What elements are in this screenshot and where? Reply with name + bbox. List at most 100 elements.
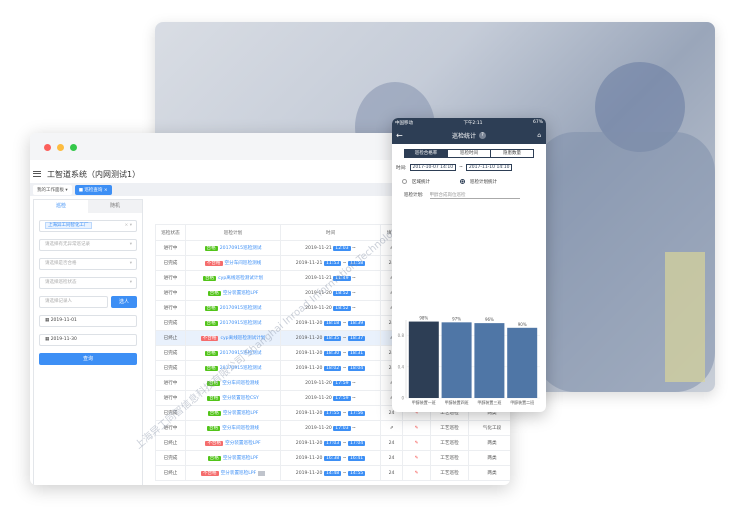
radio-plan-stats[interactable]: 巡检计划统计 (460, 179, 497, 185)
plan-link[interactable]: 空分装置巡检LPF (222, 456, 259, 461)
result-badge: 合格 (207, 396, 221, 401)
tab-random[interactable]: 随机 (88, 200, 142, 213)
result-badge: 不合格 (200, 471, 219, 476)
select-person-button[interactable]: 选人 (111, 296, 137, 308)
table-row[interactable]: 已终止 不合格 空分装置巡检LPF 2019-11-20 17:03 ~ 17:0… (155, 435, 510, 451)
status-select[interactable]: 请选择巡检状态 ▾ (39, 277, 137, 289)
fill-cell[interactable]: 24 (380, 450, 403, 466)
radio-area-stats[interactable]: 区域统计 (402, 179, 430, 185)
bar (474, 323, 505, 398)
plan-link[interactable]: 20170915巡检测试 (219, 351, 262, 356)
start-time: 18:02 (323, 365, 342, 371)
bar (507, 327, 538, 398)
tab-inspection-time[interactable]: 巡检时间 (447, 150, 490, 157)
result-badge: 不合格 (200, 336, 219, 341)
start-time: 17:55 (323, 410, 342, 416)
plan-link[interactable]: cyp离线巡检测试计划 (218, 276, 264, 281)
x-tick-label: 甲醇装置四班 (445, 399, 469, 405)
plan-link[interactable]: 空分车间巡检测线 (224, 261, 262, 266)
time-cell: 2019-11-20 18:02 ~ 18:04 (280, 360, 381, 376)
org-select[interactable]: 上海异工同智化工厂 × ▾ (39, 220, 137, 232)
time-cell: 2019-11-20 14:48 ~ 14:55 (280, 465, 381, 481)
plan-cell: 合格 20170915巡检测试 (185, 360, 281, 376)
menu-icon[interactable] (33, 171, 41, 177)
plan-link[interactable]: 20170915巡检测试 (219, 246, 262, 251)
end-time: 18:04 (347, 365, 366, 371)
close-dot[interactable] (44, 144, 51, 151)
tab-hazard-count[interactable]: 隐患数量 (490, 150, 533, 157)
qualified-select[interactable]: 请选择是否合格 ▾ (39, 258, 137, 270)
mobile-title: 巡检统计 (451, 133, 476, 140)
date-to-field[interactable]: ▦ 2019-11-30 (39, 334, 137, 346)
table-row[interactable]: 进行中 合格 空分车间巡检测线 2019-11-20 17:03 ~ ⇗ ✎ 工艺… (155, 420, 510, 436)
clear-icon[interactable]: × ▾ (124, 223, 132, 228)
plan-link[interactable]: 空分车间巡检测线 (222, 381, 259, 386)
plan-cell: 合格 cyp离线巡检测试计划 (185, 270, 281, 286)
maximize-dot[interactable] (70, 144, 77, 151)
plan-link[interactable]: 20170915巡检测试 (219, 366, 262, 371)
plan-cell: 不合格 cyp离线巡检测试计划 (185, 330, 281, 346)
result-badge: 合格 (204, 366, 218, 371)
end-time: 18:31 (347, 350, 366, 356)
start-time: 12:03 (333, 245, 351, 251)
status-cell: 已终止 (155, 465, 186, 481)
end-time: 17:04 (347, 440, 366, 446)
plan-link[interactable]: 20170915巡检测试 (219, 306, 262, 311)
start-time-field[interactable]: 2017-10-07 14:10 (409, 164, 457, 171)
table-row[interactable]: 已完成 合格 空分装置巡检LPF 2019-11-20 16:38 ~ 16:41… (155, 450, 510, 466)
data-label: 96% (485, 317, 494, 322)
recorder-input[interactable]: 请选择记录人 (39, 296, 108, 308)
result-badge: 合格 (207, 291, 221, 296)
fill-cell[interactable]: ⇗ (380, 420, 403, 436)
result-badge: 不合格 (204, 261, 223, 266)
time-cell: 2019-11-20 16:38 ~ 16:41 (280, 450, 381, 466)
tab-pass-rate[interactable]: 巡检合格率 (405, 150, 447, 157)
back-arrow-icon[interactable]: ← (396, 131, 403, 140)
data-label: 97% (452, 316, 461, 321)
plan-input[interactable]: 甲醇合成岗位巡检 (429, 192, 520, 199)
tab-workbench[interactable]: 我的工作面板 ▾ (33, 184, 72, 195)
abnormal-select[interactable]: 请选择有无异常巡记录 ▾ (39, 239, 137, 251)
table-row[interactable]: 已终止 不合格 空分装置巡检LPF 2019-11-20 14:48 ~ 14:5… (155, 465, 510, 481)
plan-link[interactable]: 空分装置巡检LPF (222, 291, 259, 296)
y-tick-label: 0.4 (398, 364, 405, 369)
status-cell: 已完成 (155, 315, 186, 331)
query-button[interactable]: 查询 (39, 353, 137, 365)
x-tick-label: 甲醇装置一班 (412, 399, 436, 405)
status-cell: 进行中 (155, 300, 186, 316)
start-time: 18:35 (323, 335, 342, 341)
minimize-dot[interactable] (57, 144, 64, 151)
mobile-header: ← 巡检统计? ⌂ (392, 127, 546, 144)
fill-cell[interactable]: 24 (380, 435, 403, 451)
plan-link[interactable]: cyp离线巡检测试计划 (220, 336, 266, 341)
plan-link[interactable]: 空分装置巡检LPF (220, 471, 257, 476)
edit-icon[interactable]: ✎ (402, 435, 431, 451)
help-icon[interactable]: ? (479, 132, 486, 139)
edit-icon[interactable]: ✎ (402, 465, 431, 481)
plan-link[interactable]: 空分装置巡检LPF (222, 411, 259, 416)
page-tabs: 我的工作面板 ▾ ■ 巡检查询 × (30, 183, 510, 196)
edit-icon[interactable]: ✎ (402, 450, 431, 466)
plan-cell: 合格 20170915巡检测试 (185, 300, 281, 316)
plan-cell: 合格 20170915巡检测试 (185, 315, 281, 331)
home-icon[interactable]: ⌂ (537, 132, 541, 139)
end-time: 11:58 (347, 260, 366, 266)
tab-inspection-query[interactable]: ■ 巡检查询 × (74, 184, 112, 195)
status-cell: 已终止 (155, 330, 186, 346)
status-cell: 已完成 (155, 360, 186, 376)
plan-link[interactable]: 20170915巡检测试 (219, 321, 262, 326)
plan-link[interactable]: 空分装置巡检LPF (225, 441, 261, 446)
start-time: 18:52 (333, 290, 351, 296)
status-bar: 中国移动 下午2:11 67% (392, 118, 546, 127)
plan-cell: 合格 空分装置巡检LPF (185, 405, 281, 421)
status-cell: 已完成 (155, 450, 186, 466)
plan-cell: 合格 空分车间巡检测线 (185, 375, 281, 391)
time-cell: 2019-11-20 18:52 ~ (280, 285, 381, 301)
plan-link[interactable]: 空分车间巡检测线 (222, 426, 259, 431)
tab-inspection[interactable]: 巡检 (55, 203, 66, 209)
date-from-field[interactable]: ▦ 2019-11-01 (39, 315, 137, 327)
plan-link[interactable]: 空分装置巡检CSY (222, 396, 259, 401)
end-time-field[interactable]: 2017-11-10 14:10 (465, 164, 513, 171)
edit-icon[interactable]: ✎ (402, 420, 431, 436)
fill-cell[interactable]: 24 (380, 465, 403, 481)
